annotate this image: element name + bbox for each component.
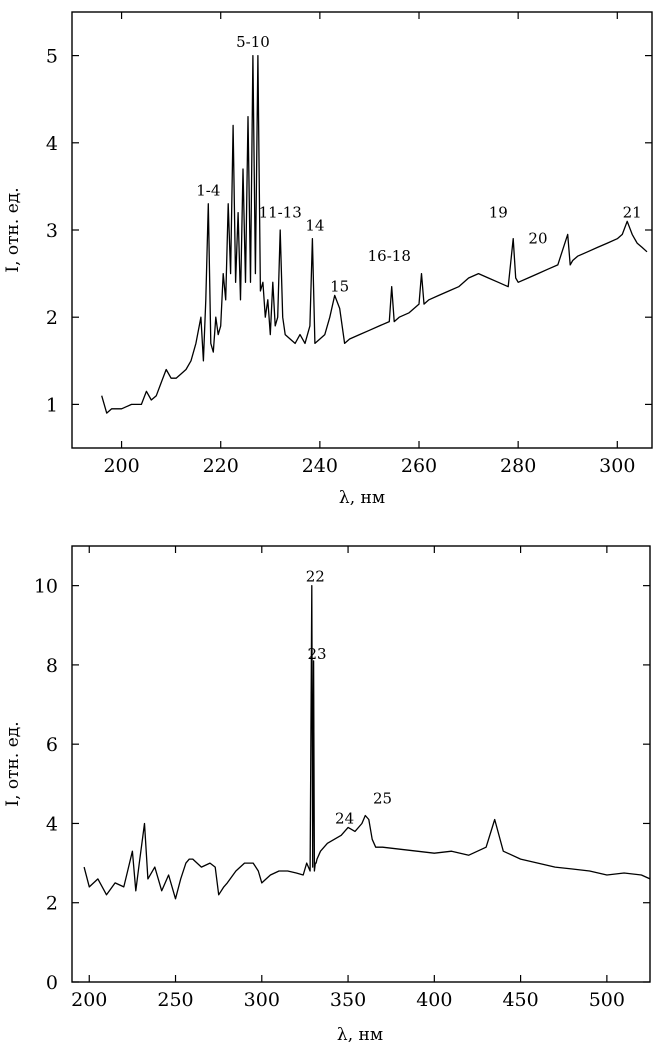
y-tick-label-4: 4 — [46, 133, 58, 155]
peak-label-21: 21 — [623, 203, 642, 221]
x-tick-label-260: 260 — [401, 455, 437, 477]
y-tick-label-2: 2 — [46, 307, 58, 329]
peak-label-1-4: 1-4 — [196, 181, 220, 199]
x-tick-label-400: 400 — [416, 989, 452, 1011]
top-x-axis: 200 220 240 260 280 300 — [103, 12, 635, 477]
peak-label-24: 24 — [335, 809, 354, 827]
peak-label-23: 23 — [307, 645, 326, 663]
peak-label-16-18: 16-18 — [368, 247, 411, 265]
y-tick-label-0: 0 — [46, 972, 58, 994]
bottom-x-axis: 200 250 300 350 400 450 500 — [71, 546, 625, 1011]
y-tick-label-2: 2 — [46, 893, 58, 915]
top-spectrum-line — [101, 54, 648, 414]
y-tick-label-6: 6 — [46, 734, 58, 756]
x-tick-label-300: 300 — [599, 455, 635, 477]
x-tick-label-280: 280 — [500, 455, 536, 477]
peak-label-25: 25 — [373, 790, 392, 808]
peak-label-14: 14 — [305, 216, 324, 234]
bottom-spectrum-line — [83, 584, 651, 900]
peak-label-19: 19 — [489, 203, 508, 221]
bottom-y-axis-label: I, отн. ед. — [3, 721, 23, 806]
peak-label-20: 20 — [528, 229, 547, 247]
peak-label-15: 15 — [330, 277, 349, 295]
top-y-axis-label: I, отн. ед. — [3, 187, 23, 272]
top-y-axis: 1 2 3 4 5 — [46, 46, 652, 416]
x-tick-label-200: 200 — [71, 989, 107, 1011]
x-tick-label-500: 500 — [589, 989, 625, 1011]
peak-label-22: 22 — [306, 568, 325, 586]
y-tick-label-1: 1 — [46, 394, 58, 416]
x-tick-label-350: 350 — [330, 989, 366, 1011]
x-tick-label-450: 450 — [502, 989, 538, 1011]
x-tick-label-240: 240 — [302, 455, 338, 477]
y-tick-label-10: 10 — [34, 576, 58, 598]
x-tick-label-300: 300 — [244, 989, 280, 1011]
y-tick-label-8: 8 — [46, 655, 58, 677]
x-tick-label-220: 220 — [203, 455, 239, 477]
peak-label-11-13: 11-13 — [259, 203, 302, 221]
y-tick-label-5: 5 — [46, 46, 58, 68]
top-plot-frame — [71, 11, 653, 449]
peak-label-5-10: 5-10 — [236, 33, 270, 51]
x-tick-label-200: 200 — [103, 455, 139, 477]
y-tick-label-4: 4 — [46, 813, 58, 835]
top-x-axis-label: λ, нм — [339, 488, 385, 508]
bottom-x-axis-label: λ, нм — [337, 1025, 383, 1045]
bottom-peak-labels: 22 23 24 25 — [306, 568, 392, 828]
y-tick-label-3: 3 — [46, 220, 58, 242]
x-tick-label-250: 250 — [157, 989, 193, 1011]
bottom-plot-frame — [71, 545, 651, 983]
